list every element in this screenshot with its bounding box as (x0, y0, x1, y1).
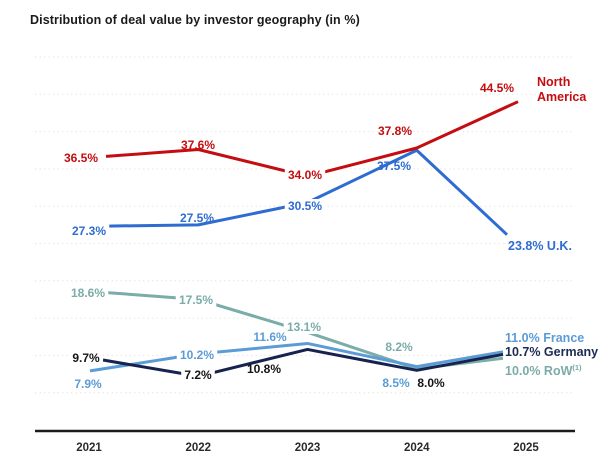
series-end-label: 10.7% Germany (505, 345, 598, 359)
value-label-bg (283, 320, 325, 334)
series-name-label: North (537, 75, 570, 89)
chart-title: Distribution of deal value by investor g… (30, 13, 360, 27)
x-axis-label: 2025 (513, 442, 539, 454)
value-label: 18.6% (71, 286, 105, 300)
value-label: 13.1% (287, 320, 321, 334)
value-label: 34.0% (288, 168, 322, 182)
value-label: 36.5% (64, 151, 98, 165)
value-label-bg (68, 224, 110, 238)
value-label-bg (284, 168, 326, 182)
value-label-bg (69, 351, 103, 365)
value-label-bg (67, 286, 109, 300)
series-end-label: 10.0% RoW(1) (505, 363, 582, 379)
value-label-bg (176, 348, 218, 362)
value-label: 11.6% (253, 330, 287, 344)
value-label: 30.5% (288, 199, 322, 213)
value-label: 7.9% (74, 377, 102, 391)
value-label: 8.0% (417, 376, 445, 390)
value-label: 7.2% (184, 368, 212, 382)
x-axis-label: 2024 (404, 442, 430, 454)
value-label: 44.5% (480, 81, 514, 95)
series-line-north-america (105, 100, 519, 178)
series-line-france (89, 341, 504, 373)
series-line-germany (102, 347, 504, 378)
x-axis-label: 2022 (185, 442, 211, 454)
value-label: 37.8% (378, 124, 412, 138)
series-line-u-k- (105, 148, 509, 236)
series-end-label: 23.8% U.K. (508, 239, 572, 253)
value-label-bg (175, 293, 217, 307)
value-label: 8.5% (382, 376, 410, 390)
value-label-bg (181, 368, 215, 382)
value-label: 10.2% (180, 348, 214, 362)
series-name-label: America (537, 90, 587, 104)
series-end-label: 11.0% France (505, 331, 584, 345)
value-label: 27.3% (72, 224, 106, 238)
x-axis-label: 2023 (295, 442, 321, 454)
value-label: 8.2% (385, 340, 413, 354)
value-label: 9.7% (72, 351, 100, 365)
value-label: 27.5% (180, 211, 214, 225)
value-label: 37.6% (181, 138, 215, 152)
value-label-bg (60, 151, 102, 165)
value-label: 37.5% (377, 159, 411, 173)
value-label: 17.5% (179, 293, 213, 307)
value-label: 10.8% (247, 362, 281, 376)
value-label-bg (284, 199, 326, 213)
x-axis-label: 2021 (76, 442, 102, 454)
